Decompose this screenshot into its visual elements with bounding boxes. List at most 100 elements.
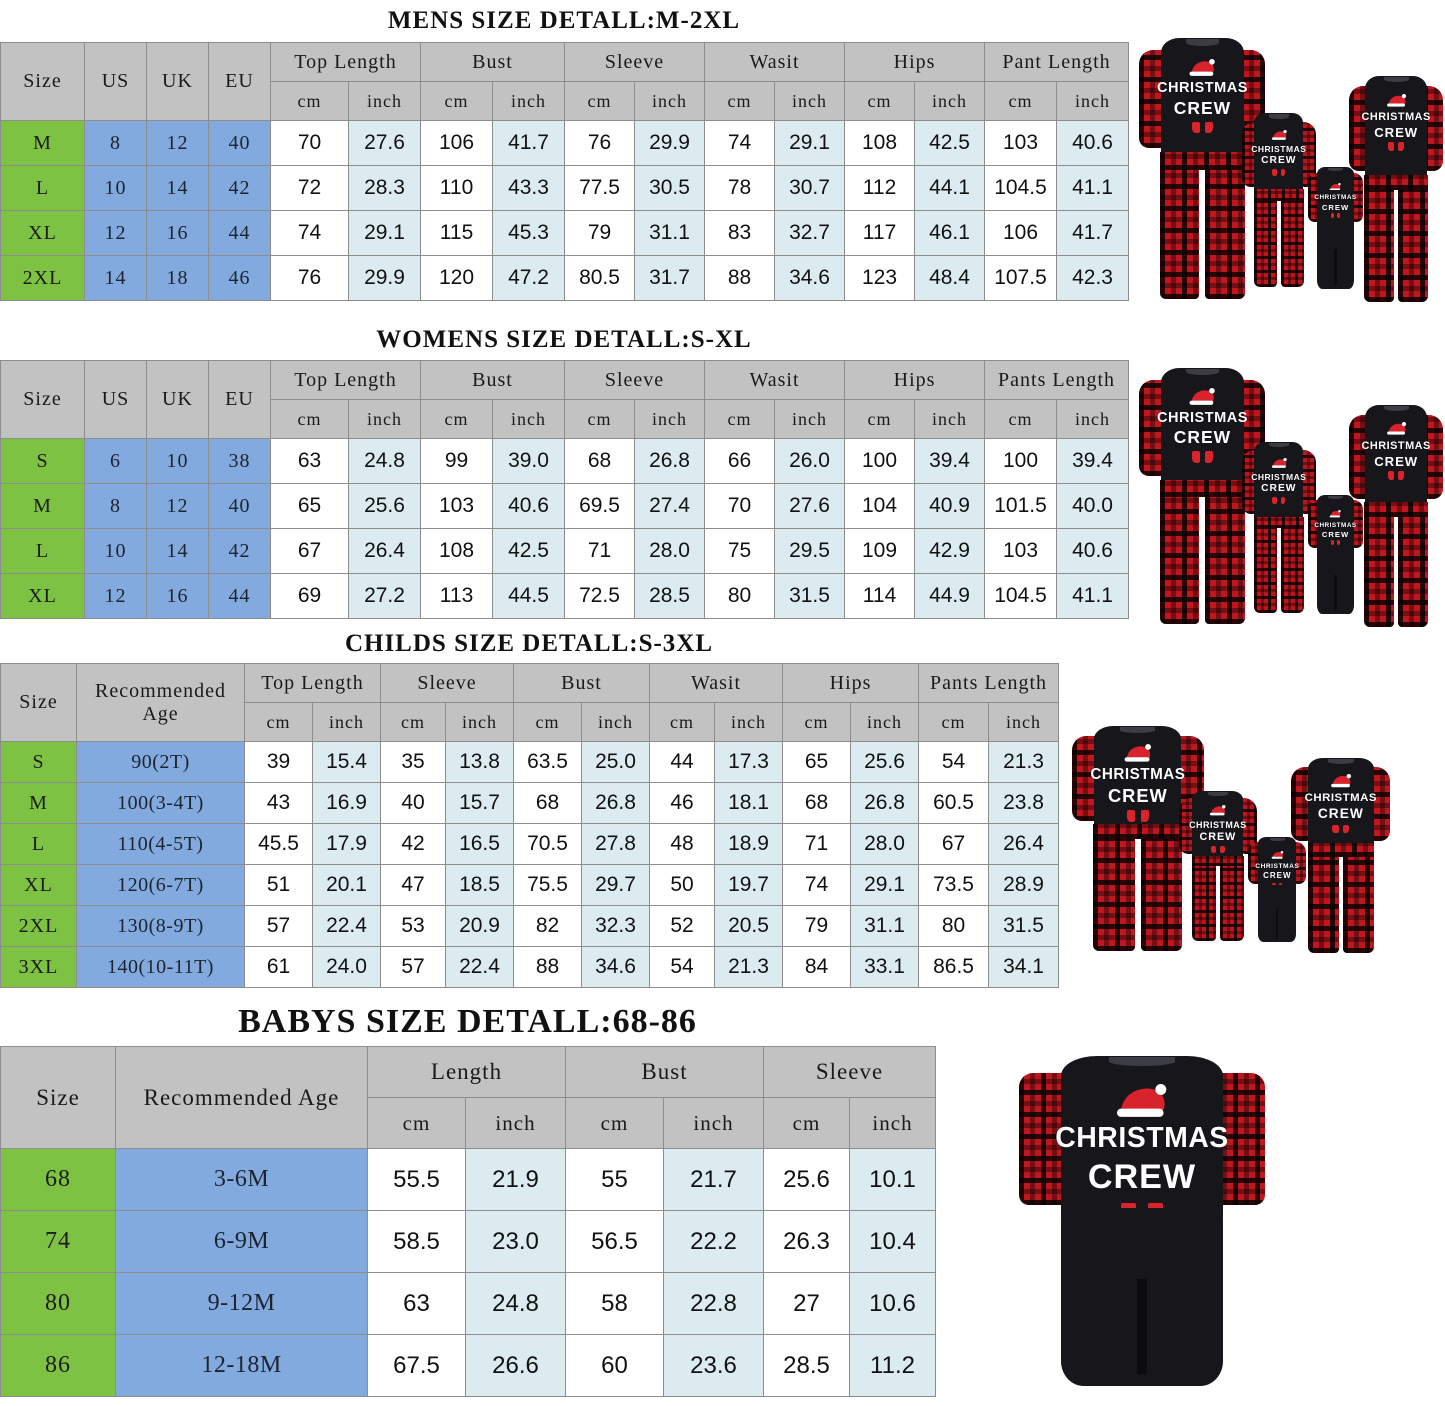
- childs-row-1-val-11: 23.8: [988, 782, 1060, 824]
- womens-row-2-val-4: 71: [564, 528, 636, 574]
- childs-row-0-val-8: 65: [782, 741, 852, 783]
- mens-row-2-val-8: 117: [844, 210, 916, 256]
- plaid-pant-leg: [1364, 501, 1394, 627]
- plaid-sleeve: [1239, 797, 1257, 855]
- mens-row-3-val-1: 29.9: [347, 255, 422, 301]
- childs-row-1-val-0: 43: [244, 782, 313, 824]
- womens-row-3-val-10: 104.5: [984, 573, 1058, 619]
- mens-row-3-val-9: 48.4: [914, 255, 986, 301]
- womens-row-3-val-5: 28.5: [634, 573, 706, 619]
- childs-row-0-val-3: 13.8: [445, 741, 515, 783]
- plaid-sleeve: [1248, 842, 1262, 885]
- mens-unit-cm-2: cm: [420, 81, 494, 121]
- mens-unit-cm-4: cm: [704, 81, 776, 121]
- childs-row-4-val-1: 22.4: [311, 905, 382, 947]
- womens-row-2-val-8: 109: [844, 528, 916, 574]
- babys-unit-cm-1: cm: [367, 1097, 466, 1149]
- collar: [1109, 1057, 1175, 1067]
- babys-row-2-val-2: 58: [565, 1272, 664, 1335]
- womens-row-0-val-9: 39.4: [914, 438, 986, 484]
- mens-row-3-val-5: 31.7: [634, 255, 706, 301]
- childs-row-5-val-11: 34.1: [988, 946, 1060, 988]
- childs-row-3-val-2: 47: [380, 864, 447, 906]
- table-row: 3XL 140(10-11T) 61 24.0 57 22.4 88 34.6 54 21.3 84…: [0, 946, 1060, 988]
- babys-row-3-val-4: 28.5: [763, 1334, 850, 1397]
- childs-unit-cm-2: cm: [380, 702, 447, 742]
- mens-row-1-intl-0: 10: [84, 165, 147, 211]
- mens-header-bust: Bust: [420, 42, 566, 82]
- section-womens: WOMENS SIZE DETALL:S-XL Size US UK EU To…: [0, 320, 1130, 619]
- plaid-sleeve: [1307, 500, 1321, 549]
- mens-row-2-val-9: 46.1: [914, 210, 986, 256]
- mens-row-2-size: XL: [0, 210, 85, 256]
- leg-seam: [1334, 249, 1337, 285]
- table-row: XL 12 16 44 74 29.1 115 45.3 79 31.1 83 32.7 117 46.1…: [0, 210, 1130, 256]
- mens-row-1-val-9: 44.1: [914, 165, 986, 211]
- babys-row-0-age: 3-6M: [115, 1148, 368, 1211]
- mens-unit-inch-4: inch: [774, 81, 846, 121]
- plaid-pant-leg: [1364, 174, 1394, 302]
- black-top: [1317, 167, 1354, 228]
- plaid-pant-leg: [1205, 152, 1245, 299]
- childs-row-3-val-10: 73.5: [918, 864, 990, 906]
- babys-size-table: Size Recommended Age Length Bust Sleeve …: [0, 1046, 936, 1397]
- womens-row-3-val-0: 69: [270, 573, 349, 619]
- babys-row-1-val-4: 26.3: [763, 1210, 850, 1273]
- mens-row-1-size: L: [0, 165, 85, 211]
- childs-row-3-val-9: 29.1: [850, 864, 920, 906]
- childs-row-5-val-2: 57: [380, 946, 447, 988]
- womens-table-body: S 6 10 38 63 24.8 99 39.0 68 26.8 66 26.0 100 39.4 100…: [0, 438, 1130, 619]
- babys-unit-inch-1: inch: [465, 1097, 566, 1149]
- babys-row-1-val-5: 10.4: [849, 1210, 936, 1273]
- babys-row-0-val-3: 21.7: [663, 1148, 764, 1211]
- childs-title: CHILDS SIZE DETALL:S-3XL: [344, 630, 714, 657]
- plaid-pant-leg: [1280, 189, 1304, 288]
- plaid-sleeve: [1350, 173, 1364, 222]
- collar: [1328, 495, 1343, 499]
- table-row: XL 120(6-7T) 51 20.1 47 18.5 75.5 29.7 50 19.7 74 2…: [0, 864, 1060, 906]
- womens-row-1-size: M: [0, 483, 85, 529]
- childs-header-size: Size: [0, 663, 77, 742]
- mens-header-pant-length: Pant Length: [984, 42, 1130, 82]
- babys-header-sleeve: Sleeve: [763, 1046, 936, 1098]
- babys-row-3-val-2: 60: [565, 1334, 664, 1397]
- plaid-pant-leg: [1398, 501, 1428, 627]
- garment-child: CHRISTMAS CREW: [1241, 113, 1316, 288]
- mens-unit-cm-5: cm: [844, 81, 916, 121]
- womens-row-3-val-3: 44.5: [492, 573, 566, 619]
- childs-row-0-size: S: [0, 741, 77, 783]
- mens-row-3-size: 2XL: [0, 255, 85, 301]
- womens-row-3-val-1: 27.2: [347, 573, 422, 619]
- babys-row-2-size: 80: [0, 1272, 116, 1335]
- plaid-sleeve: [1307, 173, 1321, 222]
- childs-row-5-val-6: 54: [649, 946, 716, 988]
- womens-row-0-val-11: 39.4: [1056, 438, 1130, 484]
- mens-row-0-val-11: 40.6: [1056, 120, 1130, 166]
- mens-header-sleeve: Sleeve: [564, 42, 706, 82]
- babys-row-2-val-3: 22.8: [663, 1272, 764, 1335]
- table-row: 74 6-9M 58.5 23.0 56.5 22.2 26.3 10.4: [0, 1210, 936, 1273]
- childs-size-table: Size Recommended Age Top Length Sleeve B…: [0, 663, 1060, 988]
- childs-row-4-val-6: 52: [649, 905, 716, 947]
- babys-row-3-val-0: 67.5: [367, 1334, 466, 1397]
- womens-row-3-val-4: 72.5: [564, 573, 636, 619]
- collar: [1269, 114, 1289, 119]
- childs-row-1-val-5: 26.8: [581, 782, 651, 824]
- childs-row-4-val-2: 53: [380, 905, 447, 947]
- womens-row-0-intl-1: 10: [146, 438, 209, 484]
- childs-row-4-size: 2XL: [0, 905, 77, 947]
- womens-row-0-val-6: 66: [704, 438, 776, 484]
- childs-row-4-age: 130(8-9T): [76, 905, 245, 947]
- womens-row-3-size: XL: [0, 573, 85, 619]
- childs-row-3-val-1: 20.1: [311, 864, 382, 906]
- womens-row-2-val-2: 108: [420, 528, 494, 574]
- mens-header-us: US: [84, 42, 147, 121]
- plaid-pant-leg: [1280, 516, 1304, 613]
- leg-seam: [1276, 907, 1279, 939]
- table-row: 2XL 14 18 46 76 29.9 120 47.2 80.5 31.7 88 34.6 123 4…: [0, 255, 1130, 301]
- womens-row-0-val-3: 39.0: [492, 438, 566, 484]
- collar: [1185, 368, 1220, 376]
- childs-row-2-val-9: 28.0: [850, 823, 920, 865]
- table-row: 2XL 130(8-9T) 57 22.4 53 20.9 82 32.3 52 20.5 79 31…: [0, 905, 1060, 947]
- childs-row-2-val-0: 45.5: [244, 823, 313, 865]
